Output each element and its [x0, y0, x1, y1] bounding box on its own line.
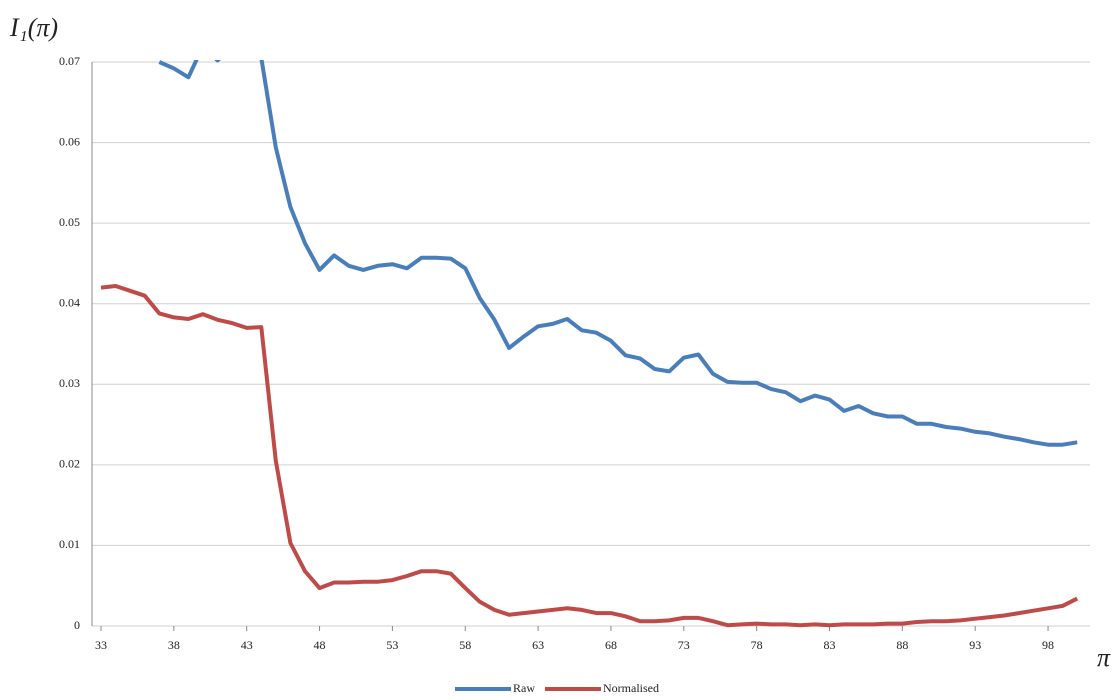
x-tick-label: 68 [605, 638, 617, 652]
series-line [100, 284, 1079, 628]
x-tick-label: 83 [824, 638, 836, 652]
plot-area [100, 60, 1079, 628]
series-line [158, 60, 1078, 447]
y-tick-label: 0.05 [59, 215, 80, 229]
legend-label: Normalised [603, 681, 659, 695]
y-tick-label: 0.04 [59, 295, 80, 309]
x-axis-title: π [1097, 643, 1111, 672]
x-tick-label: 78 [751, 638, 763, 652]
x-tick-label: 48 [314, 638, 326, 652]
y-axis-title: I₁(π) [9, 13, 58, 42]
y-tick-label: 0.06 [59, 134, 80, 148]
x-tick-label: 98 [1042, 638, 1054, 652]
x-tick-label: 73 [678, 638, 690, 652]
x-tick-label: 93 [969, 638, 981, 652]
x-tick-label: 53 [386, 638, 398, 652]
x-tick-label: 63 [532, 638, 544, 652]
grid [91, 61, 1090, 631]
y-tick-label: 0.01 [59, 537, 80, 551]
legend-label: Raw [513, 681, 535, 695]
y-tick-label: 0 [74, 618, 80, 632]
y-tick-label: 0.02 [59, 457, 80, 471]
x-tick-label: 43 [241, 638, 253, 652]
x-tick-label: 33 [95, 638, 107, 652]
x-tick-label: 58 [459, 638, 471, 652]
y-tick-label: 0.07 [59, 54, 80, 68]
x-tick-label: 38 [168, 638, 180, 652]
x-tick-label: 88 [896, 638, 908, 652]
y-tick-label: 0.03 [59, 376, 80, 390]
